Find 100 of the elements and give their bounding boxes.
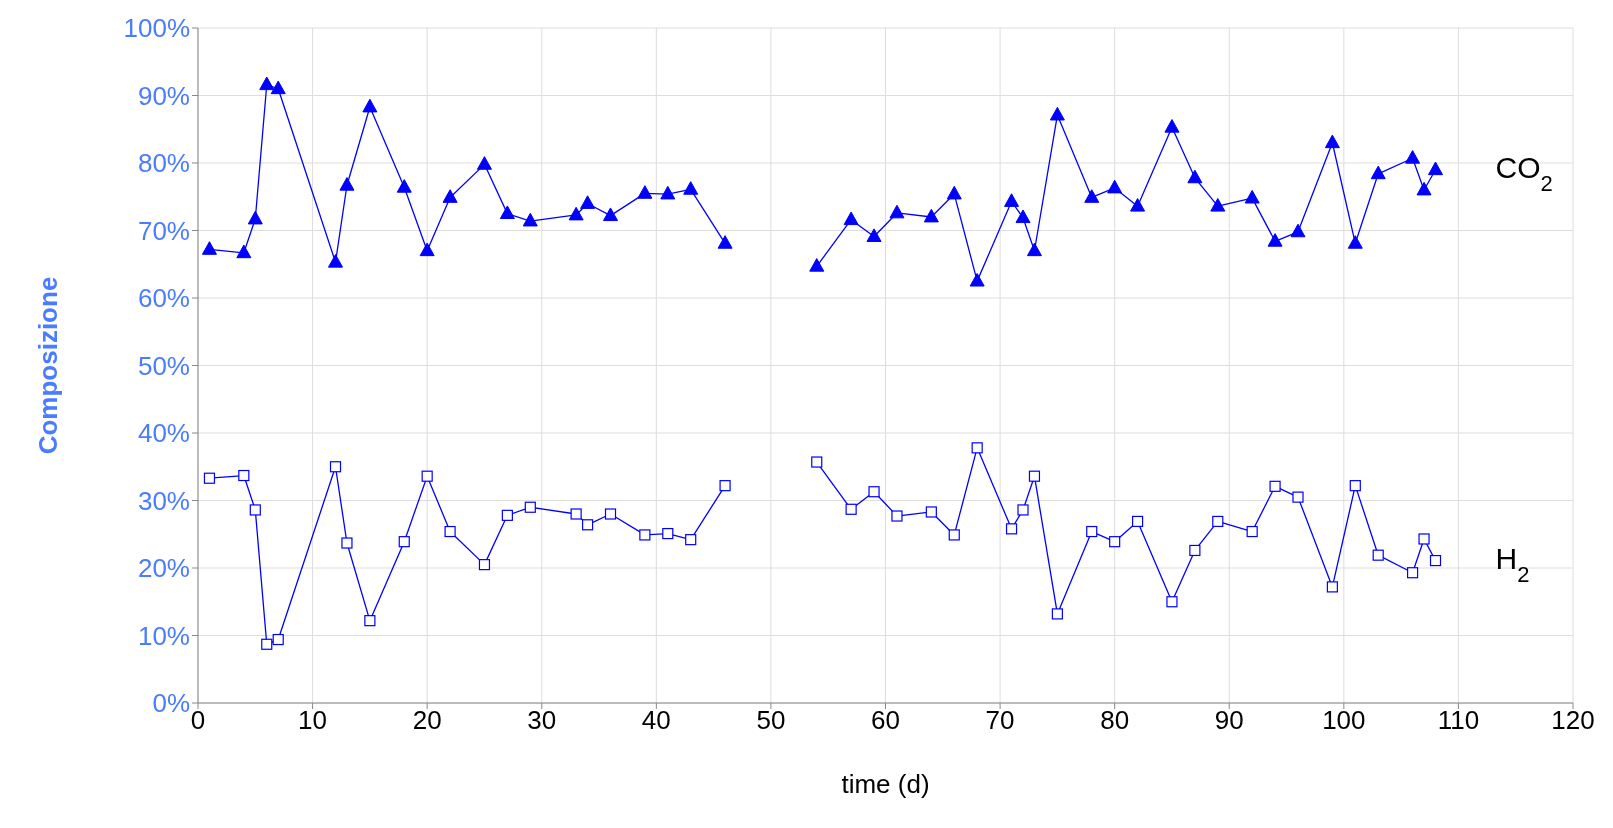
point [1109, 536, 1121, 548]
point [1005, 523, 1018, 535]
y-tick-label: 10% [137, 620, 190, 651]
point [238, 469, 250, 482]
point [499, 205, 515, 220]
x-tick-label: 10 [298, 705, 328, 736]
point [1326, 581, 1338, 593]
point [604, 508, 617, 520]
point [1015, 209, 1031, 224]
series-label: CO$_{2}$ [1495, 150, 1553, 196]
point [501, 509, 513, 521]
point [329, 461, 342, 473]
point [1212, 515, 1224, 528]
point [1107, 179, 1123, 194]
point [419, 242, 435, 257]
point [1084, 189, 1100, 203]
point [685, 534, 697, 546]
x-tick-label: 70 [985, 705, 1015, 736]
point [1164, 119, 1180, 133]
y-tick-label: 20% [137, 553, 190, 584]
point [396, 179, 412, 193]
x-tick-label: 100 [1322, 705, 1366, 736]
point [1292, 491, 1304, 503]
point [1406, 567, 1419, 579]
point [478, 559, 491, 571]
point [568, 206, 584, 221]
point [524, 501, 536, 513]
point [261, 638, 273, 650]
x-tick-label: 60 [871, 705, 900, 736]
x-tick-label: 50 [756, 705, 786, 736]
y-tick-label: 60% [137, 283, 190, 314]
point [339, 177, 355, 191]
point [719, 480, 731, 492]
point [1210, 198, 1226, 212]
point [247, 210, 263, 225]
point [639, 529, 651, 541]
y-tick-label: 100% [123, 13, 190, 44]
x-tick-label: 30 [527, 705, 557, 736]
x-tick-label: 90 [1214, 705, 1244, 736]
y-tick-label: 0% [152, 688, 190, 719]
point [811, 456, 823, 468]
point [1017, 504, 1029, 516]
x-axis-title: time (d) [841, 769, 930, 799]
point [341, 537, 353, 549]
y-tick-label: 90% [137, 80, 190, 111]
point [1428, 161, 1443, 176]
point [1189, 544, 1201, 557]
point [683, 181, 699, 195]
point [1324, 134, 1340, 149]
point [891, 510, 903, 522]
point [444, 525, 456, 538]
point [1267, 233, 1283, 247]
point [1187, 169, 1203, 184]
point [946, 185, 962, 200]
y-tick-label: 50% [137, 350, 190, 381]
x-tick-label: 20 [412, 705, 442, 736]
point [1372, 549, 1384, 561]
point [580, 195, 596, 209]
point [362, 98, 378, 113]
y-tick-label: 80% [137, 148, 190, 179]
point [1349, 480, 1361, 492]
point [272, 633, 284, 646]
point [603, 207, 618, 222]
x-tick-label: 40 [641, 705, 671, 736]
x-tick-label: 80 [1100, 705, 1130, 736]
point [201, 241, 217, 255]
point [1418, 533, 1430, 545]
y-tick-label: 40% [137, 418, 190, 449]
point [1026, 242, 1042, 257]
point [364, 615, 376, 627]
point [1405, 150, 1421, 164]
y-tick-label: 30% [137, 485, 190, 516]
point [923, 208, 939, 223]
point [868, 486, 880, 498]
x-tick-label: 0 [190, 705, 206, 736]
point [259, 76, 275, 91]
point [1269, 480, 1281, 492]
point [948, 529, 960, 541]
y-tick-label: 70% [137, 215, 190, 246]
point [866, 228, 882, 242]
point [1131, 515, 1144, 528]
point [1347, 235, 1363, 249]
point [270, 80, 286, 95]
y-axis-title: Composizione [33, 276, 64, 455]
point [442, 189, 458, 203]
point [1246, 525, 1258, 538]
point [637, 185, 653, 199]
point [328, 254, 343, 268]
point [717, 235, 733, 249]
point [925, 506, 937, 518]
point [969, 272, 985, 287]
x-tick-label: 110 [1437, 705, 1480, 736]
point [1086, 525, 1098, 538]
point [203, 472, 216, 484]
point [1244, 189, 1260, 204]
point [1416, 181, 1432, 196]
x-tick-label: 120 [1551, 705, 1595, 736]
point [398, 536, 410, 548]
point [581, 519, 594, 531]
point [236, 244, 252, 259]
